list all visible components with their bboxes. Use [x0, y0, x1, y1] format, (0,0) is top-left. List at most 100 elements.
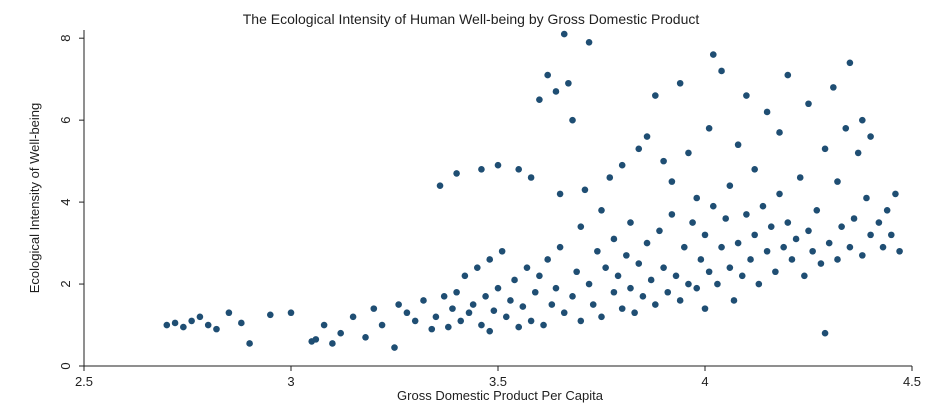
data-point — [784, 71, 792, 79]
axes: 2.5 3 3.5 4 4.5 0 2 4 6 8 — [58, 30, 921, 389]
data-point — [370, 305, 378, 312]
data-point — [329, 340, 336, 347]
data-point — [378, 321, 386, 329]
data-point — [490, 307, 498, 314]
data-point — [709, 202, 717, 210]
data-point — [349, 313, 357, 321]
data-point — [411, 317, 419, 325]
chart-title: The Ecological Intensity of Human Well-b… — [243, 11, 700, 27]
data-point — [594, 247, 601, 255]
data-point — [660, 264, 667, 271]
data-point — [821, 145, 829, 153]
data-point — [859, 252, 866, 259]
y-tick-label: 4 — [58, 198, 73, 205]
data-point — [623, 252, 630, 259]
data-point — [734, 141, 742, 149]
data-point — [395, 301, 402, 308]
data-point — [498, 247, 506, 255]
data-point — [204, 321, 212, 329]
data-point — [420, 297, 427, 304]
data-point — [465, 309, 473, 317]
data-point — [726, 182, 734, 190]
x-tick-label: 4 — [701, 374, 708, 389]
data-point — [718, 243, 725, 251]
data-point — [792, 235, 800, 243]
data-point — [743, 92, 750, 99]
data-point — [494, 284, 502, 292]
data-point — [830, 84, 837, 91]
data-point — [805, 227, 812, 235]
data-point — [577, 223, 585, 230]
data-point — [486, 256, 494, 263]
data-point — [883, 206, 891, 214]
data-point — [453, 288, 460, 296]
x-tick-label: 2.5 — [75, 374, 93, 389]
data-point — [507, 297, 514, 304]
data-point — [652, 301, 659, 308]
data-point — [585, 38, 593, 46]
data-point — [213, 325, 220, 333]
data-point — [188, 317, 195, 325]
data-point — [660, 157, 667, 165]
data-point — [656, 227, 663, 235]
data-point — [701, 305, 709, 312]
data-point — [850, 215, 858, 222]
data-point — [668, 211, 676, 218]
data-point — [801, 272, 808, 280]
data-point — [453, 170, 460, 177]
data-point — [436, 182, 444, 190]
data-point — [681, 243, 688, 251]
data-point — [639, 293, 647, 300]
data-point — [759, 202, 767, 210]
data-point — [834, 178, 841, 185]
x-axis-label: Gross Domestic Product Per Capita — [397, 388, 604, 403]
x-tick-label: 3.5 — [489, 374, 507, 389]
data-point — [635, 145, 643, 153]
data-point — [846, 243, 854, 251]
data-point — [320, 321, 328, 329]
data-point — [589, 301, 597, 308]
data-point — [776, 190, 783, 198]
data-point — [631, 309, 638, 317]
data-point — [556, 190, 564, 198]
data-point — [486, 327, 494, 335]
data-point — [693, 194, 701, 202]
data-point — [780, 243, 787, 251]
data-point — [544, 256, 551, 263]
data-point — [685, 149, 692, 157]
data-point — [445, 323, 452, 331]
data-point — [751, 231, 758, 239]
data-point — [697, 256, 705, 263]
data-point — [867, 133, 874, 140]
data-point — [627, 219, 634, 226]
data-point — [287, 309, 295, 317]
data-point — [772, 268, 779, 276]
data-point — [432, 313, 440, 321]
data-point — [440, 293, 448, 300]
data-point — [668, 178, 676, 185]
data-point — [614, 272, 622, 280]
data-point — [743, 211, 750, 218]
data-point — [618, 161, 626, 169]
data-point — [879, 243, 887, 251]
data-point — [767, 223, 775, 230]
data-point — [536, 96, 543, 103]
data-point — [867, 231, 874, 239]
data-point — [718, 67, 725, 75]
data-point — [875, 219, 883, 226]
data-point — [606, 174, 614, 181]
data-point — [474, 264, 481, 271]
data-point — [519, 303, 527, 310]
data-point — [643, 133, 651, 140]
data-point — [846, 59, 854, 67]
data-point — [337, 329, 344, 337]
data-point — [428, 325, 436, 333]
data-point — [556, 243, 564, 251]
data-point — [676, 297, 684, 304]
data-point — [598, 313, 605, 321]
data-point — [610, 235, 618, 243]
data-point — [854, 149, 862, 157]
data-point — [763, 108, 771, 116]
